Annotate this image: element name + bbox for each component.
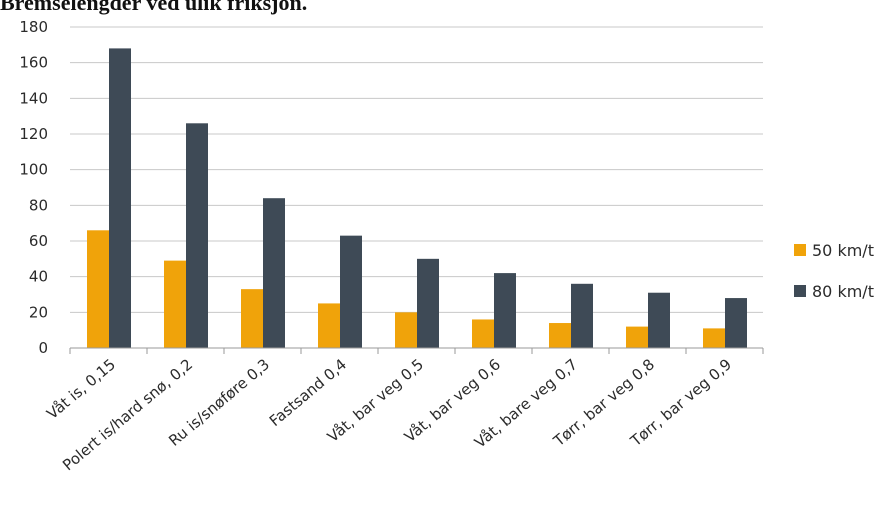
bar-series-1 xyxy=(241,289,263,348)
y-tick-label: 160 xyxy=(19,54,48,72)
y-tick-label: 140 xyxy=(19,89,48,107)
bars xyxy=(87,48,747,349)
y-tick-label: 80 xyxy=(29,196,48,214)
bar-series-2 xyxy=(494,273,516,348)
x-category-label: Våt is, 0,15 xyxy=(43,355,119,423)
legend-label: 80 km/t xyxy=(812,282,874,301)
chart-title: Bremselengder ved ulik friksjon. xyxy=(0,0,308,15)
bar-series-2 xyxy=(186,123,208,348)
y-axis-ticks: 0 20 40 60 80 100 120 140 160 180 xyxy=(19,18,48,357)
bar-series-2 xyxy=(109,48,131,349)
bar-series-2 xyxy=(340,235,362,348)
bar-series-1 xyxy=(472,319,494,348)
bar-series-2 xyxy=(263,198,285,348)
x-category-label: Polert is/hard snø, 0,2 xyxy=(59,355,196,474)
bar-series-2 xyxy=(725,298,747,348)
x-axis xyxy=(69,347,764,354)
y-tick-label: 120 xyxy=(19,125,48,143)
y-tick-label: 40 xyxy=(29,268,48,286)
bar-series-1 xyxy=(703,328,725,348)
legend-swatch xyxy=(794,244,806,256)
legend-swatch xyxy=(794,285,806,297)
bar-series-2 xyxy=(648,292,670,348)
legend: 50 km/t 80 km/t xyxy=(794,241,874,301)
bar-series-1 xyxy=(395,312,417,348)
bar-series-1 xyxy=(164,260,186,348)
bar-series-2 xyxy=(417,258,439,348)
y-tick-label: 20 xyxy=(29,303,48,321)
bar-series-1 xyxy=(87,230,109,348)
bar-series-1 xyxy=(626,326,648,348)
legend-label: 50 km/t xyxy=(812,241,874,260)
bar-series-1 xyxy=(549,323,571,348)
bar-series-2 xyxy=(571,283,593,348)
y-tick-label: 0 xyxy=(38,339,48,357)
y-tick-label: 180 xyxy=(19,18,48,36)
bar-series-1 xyxy=(318,303,340,348)
y-tick-label: 100 xyxy=(19,161,48,179)
x-category-label: Fastsand 0,4 xyxy=(266,355,350,430)
y-tick-label: 60 xyxy=(29,232,48,250)
